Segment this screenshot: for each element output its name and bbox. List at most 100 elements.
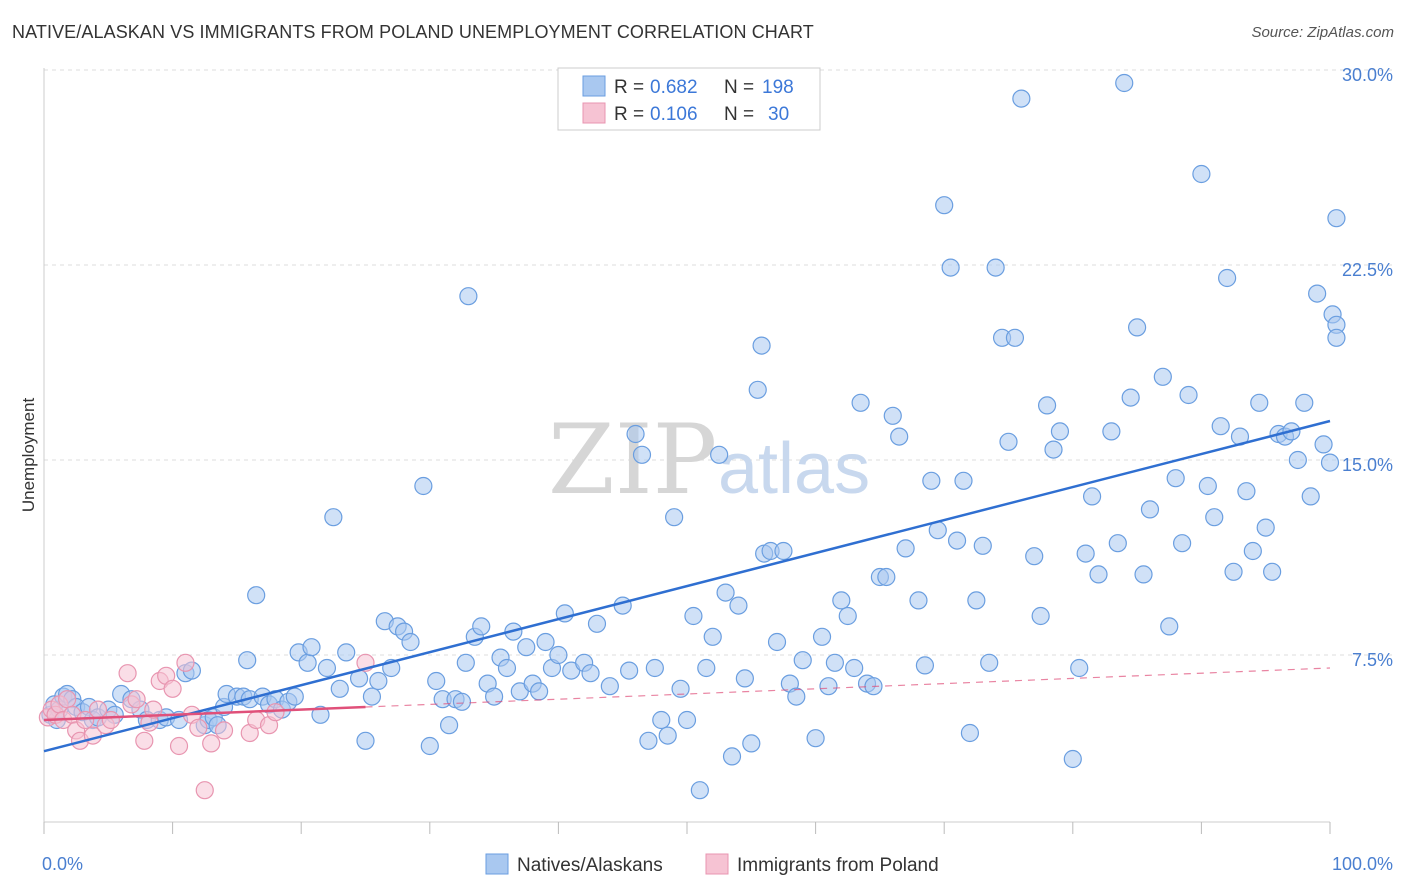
point-natives	[1031, 606, 1050, 626]
point-natives	[401, 632, 420, 652]
point-natives	[1082, 487, 1102, 506]
point-natives	[1295, 393, 1314, 412]
point-poland	[163, 679, 182, 698]
point-natives	[356, 731, 375, 750]
point-natives	[1044, 440, 1063, 459]
point-natives	[1140, 500, 1160, 519]
point-natives	[832, 591, 851, 610]
watermark-atlas: atlas	[718, 429, 870, 509]
point-natives	[285, 687, 304, 706]
point-natives	[652, 710, 671, 730]
point-natives	[1115, 73, 1134, 93]
legend-n-value-2: 30	[768, 104, 789, 125]
point-natives	[806, 729, 825, 748]
point-natives	[710, 445, 729, 464]
point-natives	[812, 627, 832, 646]
point-natives	[935, 196, 954, 215]
point-natives	[459, 287, 478, 306]
point-natives	[613, 596, 632, 615]
legend-n-label-2: N =	[724, 104, 754, 125]
point-natives	[1263, 562, 1282, 581]
point-poland	[58, 690, 77, 709]
point-natives	[1243, 541, 1262, 561]
point-natives	[581, 664, 600, 683]
point-natives	[986, 258, 1005, 277]
point-natives	[960, 723, 980, 743]
point-natives	[1218, 268, 1237, 288]
point-natives	[735, 669, 754, 688]
legend-swatch-blue	[582, 75, 606, 97]
point-natives	[1308, 284, 1327, 303]
point-natives	[787, 687, 806, 706]
point-natives	[1256, 518, 1275, 537]
point-natives	[1327, 328, 1346, 347]
point-natives	[1160, 617, 1179, 636]
point-natives	[1076, 544, 1095, 563]
point-natives	[420, 736, 439, 756]
y-axis-label: Unemployment	[19, 398, 38, 513]
point-natives	[1025, 547, 1044, 566]
trend-poland-dashed	[365, 667, 1331, 708]
point-natives	[485, 687, 504, 706]
legend-r-label-1: R =	[614, 77, 644, 98]
x-ticks	[43, 822, 1331, 834]
point-natives	[1012, 89, 1031, 108]
point-natives	[317, 658, 337, 678]
point-natives	[549, 645, 568, 665]
point-natives	[1301, 487, 1320, 506]
point-poland	[127, 690, 146, 709]
point-natives	[1166, 469, 1185, 488]
point-natives	[690, 781, 709, 800]
y-tick-labels: 7.5% 15.0% 22.5% 30.0%	[1342, 65, 1393, 670]
point-natives	[851, 393, 870, 412]
x-tick-label: 100.0%	[1332, 854, 1393, 874]
point-natives	[697, 658, 716, 678]
trend-poland-solid	[43, 705, 366, 722]
point-natives	[793, 651, 812, 670]
point-natives	[1050, 422, 1070, 441]
point-natives	[729, 596, 748, 615]
point-poland	[135, 731, 154, 750]
point-natives	[838, 606, 857, 626]
legend: R = 0.682 N = 198 R = 0.106 N = 30	[557, 67, 821, 131]
point-natives	[330, 679, 349, 698]
point-natives	[1121, 388, 1140, 407]
y-tick-label: 30.0%	[1342, 65, 1393, 85]
point-natives	[677, 710, 697, 730]
bottom-legend-poland: Immigrants from Poland	[737, 855, 939, 876]
point-natives	[439, 716, 459, 735]
point-natives	[1108, 534, 1127, 553]
point-poland	[189, 718, 208, 737]
point-poland	[101, 710, 120, 730]
point-natives	[452, 692, 472, 711]
point-natives	[1198, 476, 1217, 496]
legend-r-value-2: 0.106	[650, 104, 698, 125]
point-poland	[202, 734, 221, 753]
point-natives	[1327, 209, 1346, 228]
point-natives	[999, 432, 1018, 451]
point-natives	[716, 583, 735, 602]
point-natives	[752, 336, 771, 355]
point-natives	[1314, 435, 1333, 454]
point-natives	[600, 677, 619, 696]
point-natives	[980, 653, 999, 672]
point-natives	[877, 567, 896, 587]
point-natives	[1320, 453, 1340, 472]
point-poland	[195, 781, 214, 800]
point-poland	[214, 721, 234, 740]
point-natives	[1005, 328, 1025, 347]
point-natives	[472, 617, 491, 636]
point-natives	[819, 677, 838, 696]
point-natives	[1192, 164, 1211, 184]
point-natives	[1179, 385, 1198, 405]
point-natives	[1205, 508, 1224, 527]
point-natives	[941, 258, 960, 277]
point-natives	[1153, 367, 1172, 386]
point-natives	[298, 653, 317, 672]
point-natives	[1037, 396, 1057, 415]
point-natives	[626, 424, 645, 444]
point-natives	[238, 651, 257, 670]
point-natives	[536, 632, 555, 652]
point-poland	[169, 736, 189, 756]
point-natives	[658, 726, 677, 745]
